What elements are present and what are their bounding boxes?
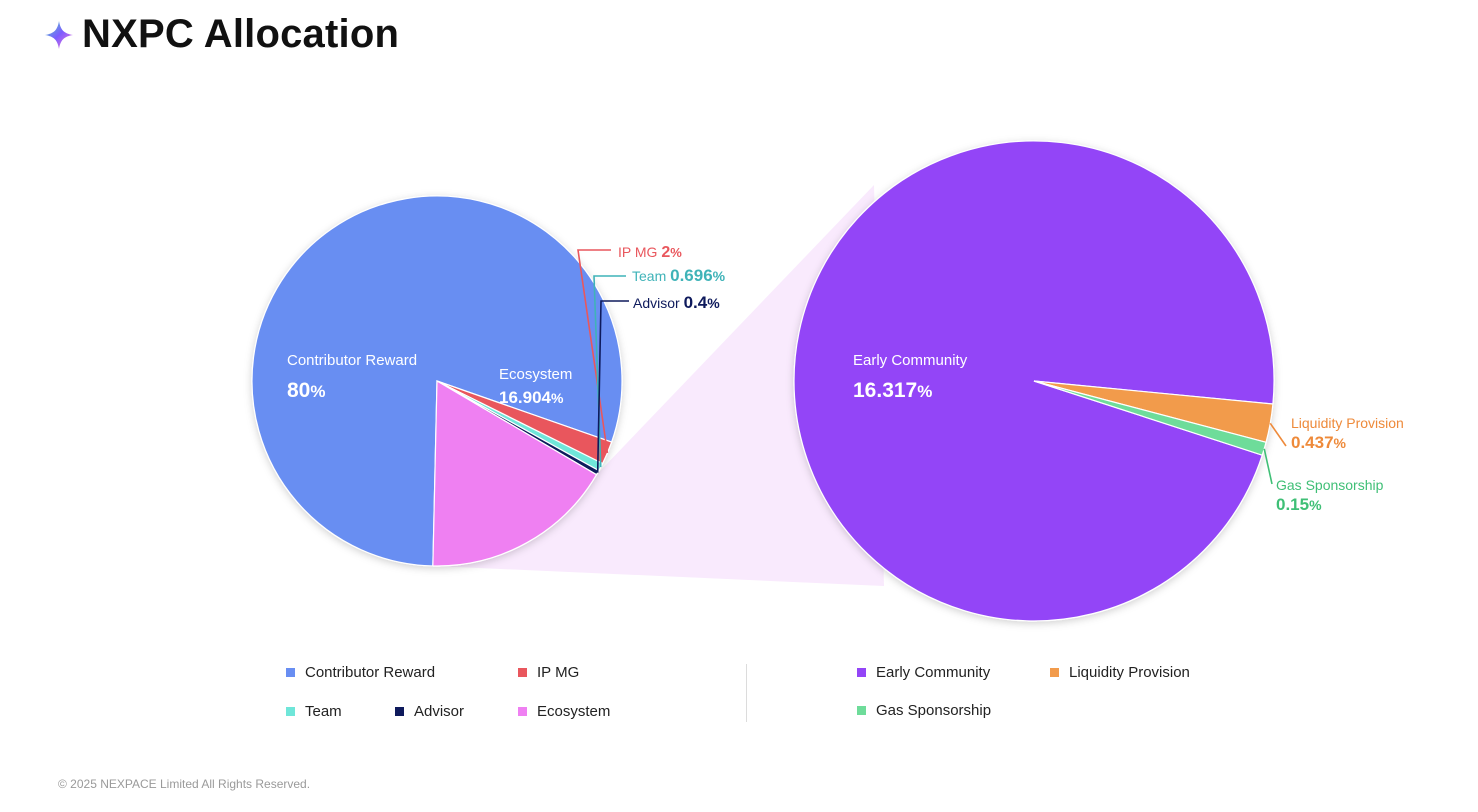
legend-label: Contributor Reward bbox=[305, 664, 436, 681]
legend-label: Liquidity Provision bbox=[1069, 664, 1190, 681]
legend-swatch bbox=[1050, 668, 1059, 677]
zoom-connector bbox=[432, 185, 884, 586]
callout-label-advisor: Advisor 0.4% bbox=[633, 293, 720, 312]
callout-label-liquidity-provision: Liquidity Provision bbox=[1291, 415, 1404, 431]
pie-slice-gas-sponsorship bbox=[1033, 380, 1267, 456]
callout-value-liquidity-provision: 0.437% bbox=[1291, 433, 1347, 452]
legend-item-advisor: Advisor bbox=[395, 703, 464, 720]
pie-slice-ecosystem bbox=[432, 379, 598, 567]
page-title: NXPC Allocation bbox=[82, 12, 400, 56]
legend-label: Early Community bbox=[876, 664, 991, 681]
slice-label-ecosystem: Ecosystem bbox=[499, 366, 572, 383]
legend-item-ecosystem: Ecosystem bbox=[518, 703, 610, 720]
slice-value-early-community: 16.317% bbox=[853, 379, 932, 402]
callout-value-gas-sponsorship: 0.15% bbox=[1276, 495, 1322, 514]
legend-item-liquidity-provision: Liquidity Provision bbox=[1050, 664, 1190, 681]
copyright-footer: © 2025 NEXPACE Limited All Rights Reserv… bbox=[58, 777, 311, 791]
legend-item-gas-sponsorship: Gas Sponsorship bbox=[857, 702, 991, 719]
legend-divider bbox=[746, 664, 747, 722]
legend-swatch bbox=[286, 668, 295, 677]
slice-label-contributor-reward: Contributor Reward bbox=[287, 352, 417, 369]
legend-item-early-community: Early Community bbox=[857, 664, 990, 681]
callout-label-team: Team 0.696% bbox=[632, 266, 726, 285]
slice-value-contributor-reward: 80% bbox=[287, 379, 325, 402]
legend-swatch bbox=[857, 706, 866, 715]
legend-item-team: Team bbox=[286, 703, 342, 720]
callout-label-ip-mg: IP MG 2% bbox=[618, 244, 682, 261]
legend-label: Advisor bbox=[414, 703, 465, 720]
four-point-star-icon bbox=[45, 21, 73, 49]
legend-label: Team bbox=[305, 703, 342, 720]
slice-label-early-community: Early Community bbox=[853, 352, 968, 369]
legend-swatch bbox=[286, 707, 295, 716]
legend-swatch bbox=[518, 668, 527, 677]
legend-swatch bbox=[857, 668, 866, 677]
legend-item-contributor-reward: Contributor Reward bbox=[286, 664, 435, 681]
legend-label: IP MG bbox=[537, 664, 580, 681]
legend-swatch bbox=[518, 707, 527, 716]
legend-item-ip-mg: IP MG bbox=[518, 664, 579, 681]
legend-label: Ecosystem bbox=[537, 703, 611, 720]
callout-line-gas-sponsorship bbox=[1263, 448, 1273, 485]
callout-line-advisor bbox=[596, 300, 629, 473]
legend-label: Gas Sponsorship bbox=[876, 702, 992, 719]
legend-swatch bbox=[395, 707, 404, 716]
callout-label-gas-sponsorship: Gas Sponsorship bbox=[1276, 477, 1384, 493]
callout-line-liquidity-provision bbox=[1269, 422, 1287, 447]
slice-value-ecosystem: 16.904% bbox=[499, 388, 564, 407]
